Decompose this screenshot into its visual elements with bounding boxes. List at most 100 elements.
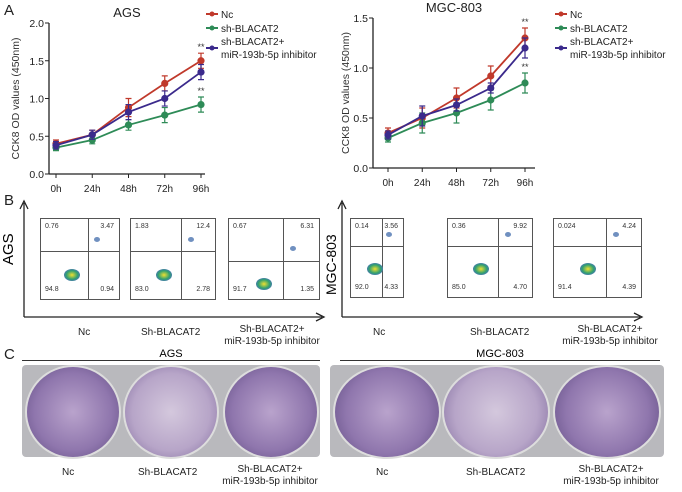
colony-mgc-sh: Sh-BLACAT2: [466, 467, 526, 478]
quadrant-value: 4.70: [513, 284, 527, 291]
flow-plot: 0.67 6.31 91.7 1.35: [228, 218, 320, 300]
colony-plate: [442, 365, 550, 459]
chart-ags: 0.0 0.5 1.0 1.5 2.0 0h 24h 48h 72h 96h AGS CCK8 OD …: [10, 5, 317, 195]
flow-mgc-nc: Nc: [373, 327, 386, 338]
flow-plot: 0.36 9.92 85.0 4.70: [447, 218, 533, 298]
x-tick-label: 48h: [120, 184, 137, 195]
chart-title: AGS: [113, 5, 141, 20]
data-point: [52, 141, 60, 149]
colony-ags-label: AGS: [22, 348, 320, 361]
quadrant-value: 94.8: [45, 286, 59, 293]
y-tick-label: 1.0: [353, 63, 368, 75]
colony-plate: [25, 365, 121, 459]
quadrant-value: 1.35: [300, 286, 314, 293]
x-tick-label: 48h: [448, 178, 465, 189]
data-point: [452, 101, 461, 109]
significance-mark: **: [197, 86, 205, 96]
data-point: [197, 100, 205, 109]
y-tick-label: 0.5: [29, 131, 44, 143]
y-axis-label: CCK8 OD values (450nm): [10, 38, 22, 160]
panel-label-a: A: [4, 2, 15, 19]
x-tick-label: 24h: [84, 184, 101, 195]
flow-ags-label: AGS: [0, 233, 17, 265]
legend-label-line2: miR-193b-5p inhibitor: [221, 50, 317, 61]
colony-ags-sh: Sh-BLACAT2: [138, 467, 198, 478]
y-axis-label: CCK8 OD values (450nm): [340, 32, 352, 154]
x-tick-label: 0h: [382, 178, 393, 189]
flow-plot: 1.83 12.4 83.0 2.78: [130, 218, 216, 300]
colony-ags-nc: Nc: [62, 467, 75, 478]
data-point: [487, 96, 495, 104]
group-line2: miR-193b-5p inhibitor: [222, 476, 318, 487]
flow-ags-sh: Sh-BLACAT2: [141, 327, 201, 338]
quadrant-value: 91.4: [558, 284, 572, 291]
quadrant-value: 0.14: [355, 223, 369, 230]
quadrant-value: 2.78: [196, 286, 210, 293]
group-line1: Sh-BLACAT2+: [239, 324, 305, 335]
data-point: [418, 112, 426, 120]
legend-marker: [558, 25, 564, 31]
legend-label: Nc: [221, 10, 233, 21]
data-point: [197, 68, 205, 76]
quadrant-value: 91.7: [233, 286, 247, 293]
significance-mark: **: [197, 42, 205, 52]
group-line1: Sh-BLACAT2+: [578, 464, 644, 475]
flow-ags-inh: Sh-BLACAT2+ miR-193b-5p inhibitor: [222, 324, 322, 348]
data-point: [521, 79, 529, 87]
flow-axes: [19, 199, 644, 322]
group-line1: Sh-BLACAT2+: [577, 324, 643, 335]
legend-label: Nc: [570, 10, 582, 21]
data-point: [161, 111, 169, 119]
y-tick-label: 0.0: [353, 163, 368, 175]
colony-mgc-inh: Sh-BLACAT2+ miR-193b-5p inhibitor: [556, 464, 666, 488]
colony-plate: [223, 365, 319, 459]
data-point: [88, 131, 96, 139]
quadrant-value: 3.47: [100, 223, 114, 230]
quadrant-value: 9.92: [513, 223, 527, 230]
y-tick-label: 1.5: [353, 13, 368, 25]
y-tick-label: 1.5: [29, 56, 44, 68]
data-point: [88, 136, 96, 144]
data-point: [161, 94, 169, 103]
colony-ags-inh: Sh-BLACAT2+ miR-193b-5p inhibitor: [220, 464, 320, 488]
quadrant-value: 12.4: [196, 223, 210, 230]
quadrant-value: 85.0: [452, 284, 466, 291]
flow-mgc-label: MGC-803: [323, 234, 339, 295]
legend-marker: [209, 45, 215, 51]
x-tick-label: 0h: [50, 184, 61, 195]
data-point: [384, 131, 392, 139]
quadrant-value: 0.67: [233, 223, 247, 230]
group-line2: miR-193b-5p inhibitor: [224, 336, 320, 347]
chart-mgc803: 0.0 0.5 1.0 1.5 0h 24h 48h 72h 96h MGC-803 CCK8 OD…: [340, 0, 666, 189]
quadrant-value: 92.0: [355, 284, 369, 291]
flow-plot: 0.024 4.24 91.4 4.39: [553, 218, 642, 298]
flow-ags-nc: Nc: [78, 327, 91, 338]
x-tick-label: 96h: [517, 178, 534, 189]
legend-label-line2: miR-193b-5p inhibitor: [570, 50, 666, 61]
x-tick-label: 96h: [193, 184, 210, 195]
y-tick-label: 0.0: [29, 169, 44, 181]
data-point: [487, 72, 495, 80]
flow-plot: 0.14 3.56 92.0 4.33: [350, 218, 404, 298]
quadrant-value: 4.39: [622, 284, 636, 291]
y-tick-label: 0.5: [353, 113, 368, 125]
colony-mgc-nc: Nc: [376, 467, 389, 478]
quadrant-value: 4.24: [622, 223, 636, 230]
data-point: [487, 84, 495, 92]
legend-label: sh-BLACAT2+: [570, 37, 634, 48]
legend-marker: [558, 11, 564, 17]
y-tick-label: 1.0: [29, 94, 44, 106]
flow-plot: 0.76 3.47 94.8 0.94: [40, 218, 120, 300]
quadrant-value: 3.56: [384, 223, 398, 230]
colony-plate: [123, 365, 219, 459]
colony-plate: [553, 365, 661, 459]
group-line2: miR-193b-5p inhibitor: [563, 476, 659, 487]
data-point: [161, 79, 169, 87]
significance-mark: **: [521, 62, 529, 72]
data-point: [124, 108, 133, 116]
x-tick-label: 72h: [482, 178, 499, 189]
data-point: [124, 121, 133, 129]
significance-mark: **: [521, 17, 529, 27]
x-tick-label: 72h: [156, 184, 173, 195]
